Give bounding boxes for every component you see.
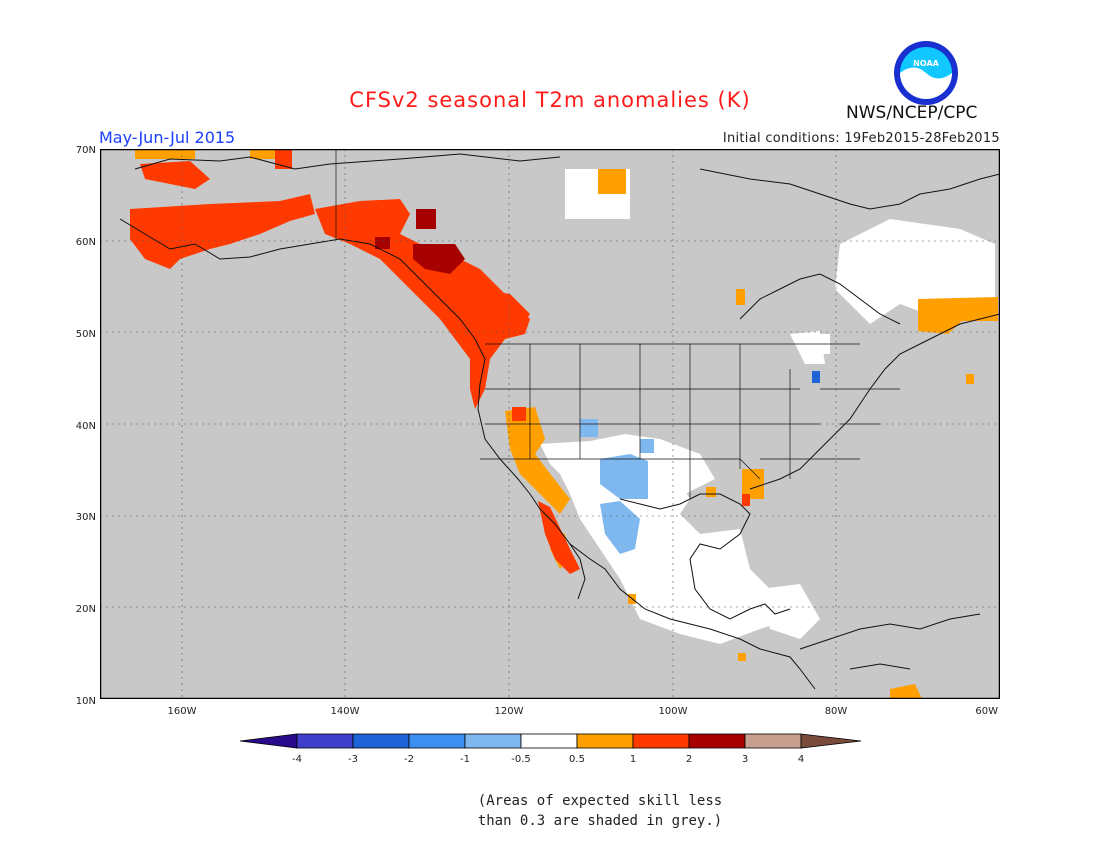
lat-tick-50n: 50N (76, 329, 96, 340)
lat-tick-20n: 20N (76, 604, 96, 615)
chart-title: CFSv2 seasonal T2m anomalies (K) (349, 88, 751, 112)
skill-note: (Areas of expected skill less than 0.3 a… (470, 791, 730, 831)
lat-tick-60n: 60N (76, 237, 96, 248)
logo-text: NOAA (913, 59, 939, 68)
colorbar-label: -1 (460, 754, 470, 765)
moderate-positive-anomaly-regions (130, 149, 750, 574)
lat-tick-10n: 10N (76, 696, 96, 707)
colorbar-label: -2 (404, 754, 414, 765)
colorbar-label: 3 (742, 754, 748, 765)
map-frame (100, 149, 1000, 699)
great-lakes-negative-cell (812, 371, 820, 383)
colorbar-low-arrow (240, 733, 298, 749)
colorbar-swatch (688, 733, 746, 749)
colorbar-label: 0.5 (569, 754, 585, 765)
colorbar-label: 4 (798, 754, 804, 765)
agency-label: NWS/NCEP/CPC (846, 103, 978, 123)
anomaly-map (100, 149, 1000, 699)
lon-tick-120w: 120W (495, 706, 524, 717)
colorbar-swatch (744, 733, 802, 749)
skill-note-line2: than 0.3 are shaded in grey.) (477, 813, 723, 829)
colorbar-label: 1 (630, 754, 636, 765)
noaa-logo-icon: NOAA (894, 41, 958, 105)
lon-axis: 160W 140W 120W 100W 80W 60W (168, 706, 999, 717)
skill-note-line1: (Areas of expected skill less (477, 793, 723, 809)
colorbar-label: -0.5 (511, 754, 531, 765)
lon-tick-160w: 160W (168, 706, 197, 717)
colorbar-swatch (464, 733, 522, 749)
lat-axis: 10N 20N 30N 40N 50N 60N 70N (76, 145, 96, 707)
colorbar-swatch (408, 733, 466, 749)
negative-anomaly-regions (580, 419, 654, 554)
lon-tick-80w: 80W (825, 706, 848, 717)
lat-tick-30n: 30N (76, 512, 96, 523)
colorbar-high-arrow (800, 733, 862, 749)
colorbar: -4 -3 -2 -1 -0.5 0.5 1 2 3 4 (240, 733, 862, 765)
strong-positive-anomaly-regions (375, 209, 465, 274)
graticule (100, 149, 1000, 699)
colorbar-swatch (352, 733, 410, 749)
colorbar-swatch (632, 733, 690, 749)
colorbar-swatch (576, 733, 634, 749)
lat-tick-70n: 70N (76, 145, 96, 156)
initial-conditions: Initial conditions: 19Feb2015-28Feb2015 (722, 131, 1000, 146)
colorbar-label: -4 (292, 754, 302, 765)
colorbar-swatch (520, 733, 578, 749)
colorbar-label: -3 (348, 754, 358, 765)
lon-tick-100w: 100W (659, 706, 688, 717)
forecast-period: May-Jun-Jul 2015 (99, 128, 236, 147)
lon-tick-140w: 140W (331, 706, 360, 717)
lat-tick-40n: 40N (76, 421, 96, 432)
lon-tick-60w: 60W (975, 706, 998, 717)
colorbar-swatch (296, 733, 354, 749)
colorbar-label: 2 (686, 754, 692, 765)
